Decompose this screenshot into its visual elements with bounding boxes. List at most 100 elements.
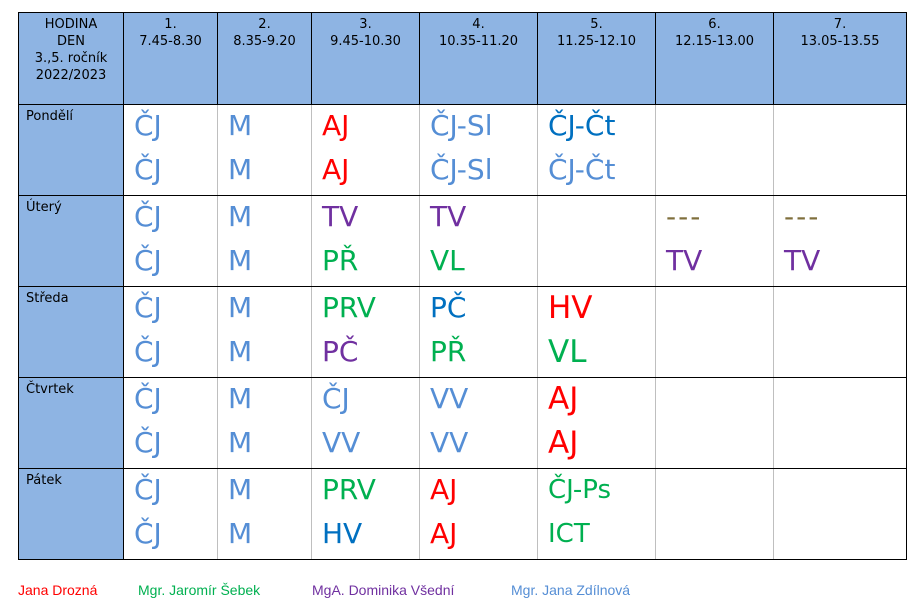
legend-teacher: Jana Drozná: [18, 582, 98, 598]
period-header: 5. 11.25-12.10: [537, 12, 656, 105]
day-name: Úterý: [18, 195, 124, 287]
subject-bottom: ČJ: [134, 244, 162, 277]
period-number: 4.: [472, 17, 485, 32]
subject-bottom: VL: [548, 334, 587, 370]
period-number: 5.: [590, 17, 603, 32]
subject-top: ČJ: [134, 200, 162, 233]
lesson-cell: TV VL: [419, 195, 538, 287]
subject-bottom: ČJ: [134, 426, 162, 459]
subject-bottom: ČJ-Sl: [430, 153, 493, 186]
lesson-cell: [537, 195, 656, 287]
corner-line: HODINA: [44, 17, 98, 32]
subject-top: VV: [430, 382, 469, 415]
subject-top: ČJ-Čt: [548, 109, 616, 142]
subject-bottom: AJ: [322, 153, 350, 186]
subject-bottom: AJ: [548, 425, 579, 461]
period-header: 6. 12.15-13.00: [655, 12, 774, 105]
day-row: Středa ČJ ČJ M M PRV PČ PČ PŘ HV VL: [18, 286, 907, 378]
lesson-cell: AJ AJ: [537, 377, 656, 469]
subject-bottom: M: [228, 426, 253, 459]
subject-top: PRV: [322, 291, 376, 324]
lesson-cell: [655, 104, 774, 196]
subject-bottom: ICT: [548, 519, 590, 549]
subject-top: ČJ: [322, 382, 350, 415]
period-time: 7.45-8.30: [139, 34, 202, 49]
subject-top: AJ: [322, 109, 350, 142]
timetable-body: Pondělí ČJ ČJ M M AJ AJ ČJ-Sl ČJ-Sl ČJ-Čt ČJ-Čt Úte…: [18, 104, 907, 560]
lesson-cell: HV VL: [537, 286, 656, 378]
day-row: Pondělí ČJ ČJ M M AJ AJ ČJ-Sl ČJ-Sl ČJ-Čt ČJ-Čt: [18, 104, 907, 196]
legend-teacher: MgA. Dominika Všední: [312, 582, 455, 598]
lesson-cell: [655, 377, 774, 469]
subject-top: ČJ: [134, 382, 162, 415]
legend-teacher: Mgr. Jaromír Šebek: [138, 582, 261, 598]
lesson-cell: ČJ ČJ: [123, 377, 218, 469]
lesson-cell: PRV PČ: [311, 286, 420, 378]
lesson-cell: [655, 468, 774, 560]
period-time: 8.35-9.20: [233, 34, 296, 49]
subject-top: TV: [430, 200, 467, 233]
day-name: Pátek: [18, 468, 124, 560]
subject-bottom: M: [228, 153, 253, 186]
day-name: Pondělí: [18, 104, 124, 196]
lesson-cell: VV VV: [419, 377, 538, 469]
subject-top: ---: [666, 200, 703, 233]
subject-top: TV: [322, 200, 359, 233]
period-header: 1. 7.45-8.30: [123, 12, 218, 105]
subject-bottom: M: [228, 517, 253, 550]
subject-bottom: HV: [322, 517, 363, 550]
subject-bottom: ČJ-Čt: [548, 153, 616, 186]
lesson-cell: ČJ ČJ: [123, 195, 218, 287]
lesson-cell: [773, 104, 907, 196]
subject-bottom: PČ: [322, 335, 359, 368]
subject-top: M: [228, 109, 253, 142]
lesson-cell: ČJ ČJ: [123, 468, 218, 560]
day-row: Pátek ČJ ČJ M M PRV HV AJ AJ ČJ-Ps ICT: [18, 468, 907, 560]
lesson-cell: PČ PŘ: [419, 286, 538, 378]
subject-bottom: TV: [666, 244, 703, 277]
lesson-cell: ČJ-Čt ČJ-Čt: [537, 104, 656, 196]
subject-bottom: AJ: [430, 517, 458, 550]
lesson-cell: TV PŘ: [311, 195, 420, 287]
subject-top: ČJ: [134, 291, 162, 324]
subject-top: HV: [548, 290, 593, 326]
subject-bottom: ČJ: [134, 335, 162, 368]
lesson-cell: AJ AJ: [311, 104, 420, 196]
corner-header: HODINA DEN 3.,5. ročník 2022/2023: [18, 12, 124, 105]
subject-bottom: ČJ: [134, 153, 162, 186]
day-name: Středa: [18, 286, 124, 378]
day-row: Úterý ČJ ČJ M M TV PŘ TV VL --- TV --- TV: [18, 195, 907, 287]
subject-top: M: [228, 473, 253, 506]
subject-top: AJ: [430, 473, 458, 506]
period-number: 1.: [164, 17, 177, 32]
subject-top: M: [228, 382, 253, 415]
period-number: 3.: [359, 17, 372, 32]
lesson-cell: AJ AJ: [419, 468, 538, 560]
subject-top: M: [228, 200, 253, 233]
subject-bottom: PŘ: [322, 244, 359, 277]
subject-bottom: VL: [430, 244, 465, 277]
lesson-cell: ČJ-Sl ČJ-Sl: [419, 104, 538, 196]
period-header: 3. 9.45-10.30: [311, 12, 420, 105]
period-time: 11.25-12.10: [556, 34, 637, 49]
subject-top: ČJ: [134, 473, 162, 506]
corner-line: 2022/2023: [35, 68, 107, 83]
period-time: 10.35-11.20: [438, 34, 519, 49]
header-row: HODINA DEN 3.,5. ročník 2022/2023 1. 7.45…: [18, 12, 907, 105]
period-header: 2. 8.35-9.20: [217, 12, 312, 105]
lesson-cell: ČJ ČJ: [123, 104, 218, 196]
period-header: 7. 13.05-13.55: [773, 12, 907, 105]
lesson-cell: --- TV: [773, 195, 907, 287]
subject-bottom: PŘ: [430, 335, 467, 368]
subject-top: ---: [784, 200, 821, 233]
subject-top: ČJ-Sl: [430, 109, 493, 142]
day-row: Čtvrtek ČJ ČJ M M ČJ VV VV VV AJ AJ: [18, 377, 907, 469]
corner-line: DEN: [57, 34, 85, 49]
subject-top: ČJ: [134, 109, 162, 142]
day-name: Čtvrtek: [18, 377, 124, 469]
